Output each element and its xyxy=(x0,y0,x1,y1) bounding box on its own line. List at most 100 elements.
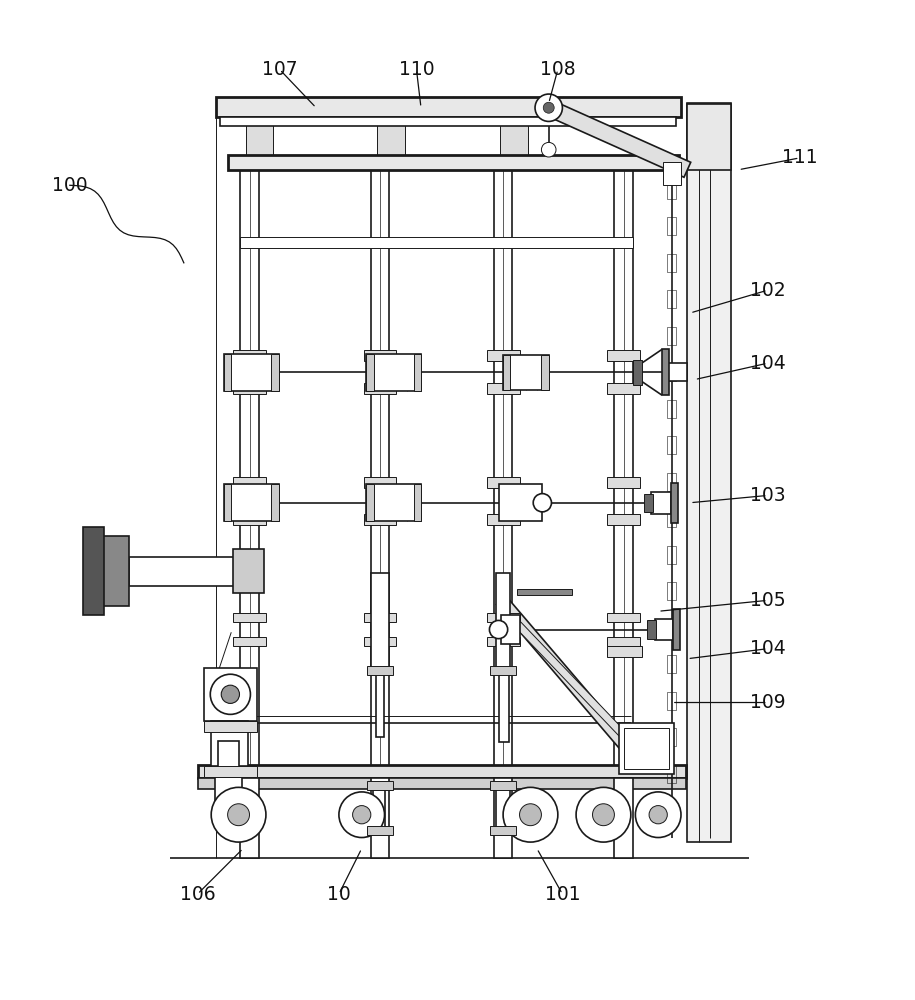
Bar xyxy=(619,723,673,774)
Bar xyxy=(647,620,656,639)
Bar xyxy=(366,354,421,391)
Bar xyxy=(687,104,731,170)
Bar xyxy=(487,350,520,361)
Bar xyxy=(215,777,242,812)
Bar xyxy=(367,826,393,835)
Circle shape xyxy=(542,142,556,157)
Circle shape xyxy=(211,787,266,842)
Bar xyxy=(667,619,676,637)
Text: 10: 10 xyxy=(327,885,350,904)
Circle shape xyxy=(503,787,558,842)
Circle shape xyxy=(210,674,251,714)
Bar xyxy=(667,400,676,418)
Circle shape xyxy=(593,804,614,826)
Circle shape xyxy=(339,792,384,838)
Text: 104: 104 xyxy=(749,639,786,658)
Bar xyxy=(490,666,516,675)
Bar xyxy=(366,354,373,391)
Text: 102: 102 xyxy=(750,281,785,300)
Bar xyxy=(363,514,396,525)
Text: 109: 109 xyxy=(750,693,785,712)
Bar xyxy=(500,673,509,742)
Bar xyxy=(667,692,676,710)
Bar xyxy=(608,350,640,361)
Bar xyxy=(272,354,279,391)
Bar xyxy=(233,549,264,593)
Bar xyxy=(501,615,520,644)
Bar xyxy=(218,741,240,777)
Bar xyxy=(494,170,512,778)
Bar xyxy=(651,492,671,514)
Bar xyxy=(367,781,393,790)
Text: 107: 107 xyxy=(262,60,297,79)
Bar xyxy=(496,573,511,673)
Bar xyxy=(363,350,396,361)
Bar xyxy=(272,484,279,521)
Polygon shape xyxy=(545,100,691,177)
Bar xyxy=(221,117,676,126)
Bar xyxy=(246,117,274,155)
Bar xyxy=(662,162,681,185)
Bar xyxy=(224,354,231,391)
Bar xyxy=(414,354,421,391)
Bar xyxy=(503,355,511,390)
Bar xyxy=(667,181,676,199)
Bar xyxy=(632,360,641,385)
Bar xyxy=(667,582,676,600)
Polygon shape xyxy=(497,596,645,767)
Circle shape xyxy=(520,804,542,826)
Bar xyxy=(667,363,676,381)
Bar xyxy=(667,217,676,235)
Bar xyxy=(667,473,676,491)
Bar xyxy=(608,514,640,525)
Bar xyxy=(667,327,676,345)
Bar xyxy=(363,637,396,646)
Bar xyxy=(608,613,640,622)
Bar xyxy=(667,728,676,746)
Bar xyxy=(366,484,373,521)
Text: 100: 100 xyxy=(52,176,88,195)
Bar xyxy=(608,477,640,488)
Bar xyxy=(198,765,685,778)
Bar xyxy=(233,350,266,361)
Bar xyxy=(211,721,248,766)
Bar xyxy=(671,483,678,523)
Bar xyxy=(204,766,257,777)
Circle shape xyxy=(535,94,563,121)
Bar xyxy=(654,619,673,640)
Bar xyxy=(673,609,680,650)
Bar xyxy=(241,237,632,248)
Circle shape xyxy=(635,792,681,838)
Text: 111: 111 xyxy=(781,148,817,167)
Circle shape xyxy=(228,804,250,826)
Bar xyxy=(241,170,259,778)
Bar xyxy=(487,383,520,394)
Circle shape xyxy=(533,494,552,512)
Bar xyxy=(667,290,676,308)
Bar xyxy=(499,484,543,521)
Bar xyxy=(376,673,383,737)
Circle shape xyxy=(352,806,371,824)
Bar xyxy=(371,170,389,778)
Circle shape xyxy=(649,806,667,824)
Bar xyxy=(487,477,520,488)
Bar xyxy=(487,613,520,622)
Bar xyxy=(501,117,528,155)
Bar xyxy=(371,778,389,858)
Circle shape xyxy=(221,685,240,703)
Circle shape xyxy=(490,620,508,639)
Text: 108: 108 xyxy=(540,60,576,79)
Bar xyxy=(366,484,421,521)
Bar xyxy=(363,613,396,622)
Bar xyxy=(224,484,279,521)
Bar xyxy=(614,778,632,858)
Bar xyxy=(614,170,632,778)
Bar xyxy=(542,355,549,390)
Bar xyxy=(102,536,129,606)
Text: 110: 110 xyxy=(399,60,435,79)
Bar xyxy=(503,355,549,390)
Bar xyxy=(241,778,259,858)
Bar xyxy=(414,484,421,521)
Bar xyxy=(377,117,404,155)
Bar xyxy=(687,103,731,842)
